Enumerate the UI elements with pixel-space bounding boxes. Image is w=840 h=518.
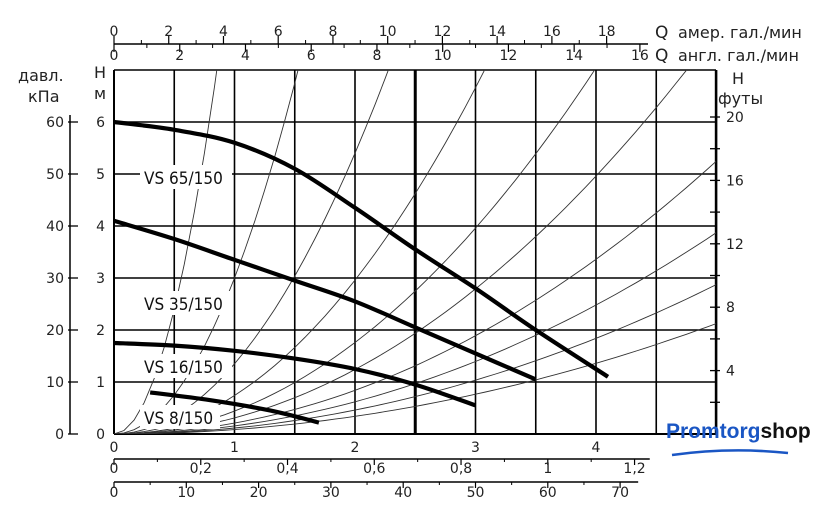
ls-tick-label: 0,6 [363,461,385,477]
label-bg-65 [140,165,232,189]
system-curve [114,70,218,434]
us-gpm-tick-label: 6 [274,24,283,40]
series-curve-2 [113,218,537,382]
system-curve [114,284,716,434]
lmin-tick-label: 40 [394,485,412,501]
m-tick-label: 6 [96,115,105,131]
left-m-label-2: м [94,84,106,103]
ft-tick-label: 20 [726,110,744,126]
ft-tick-label: 8 [726,300,735,316]
left-kpa-label-2: кПа [28,87,60,106]
top-us-prefix: Q [655,23,668,43]
lmin-tick-label: 50 [467,485,485,501]
kpa-tick-label: 20 [46,323,64,339]
ls-tick-label: 0,8 [450,461,472,477]
m-tick-label: 3 [96,271,105,287]
m3h-tick-label: 1 [230,440,239,456]
right-ft-label-1: Н [732,69,744,88]
uk-gpm-tick-label: 10 [434,48,452,64]
us-gpm-tick-label: 18 [598,24,616,40]
m-tick-label: 2 [96,323,105,339]
ls-tick-label: 0,4 [276,461,298,477]
uk-gpm-tick-label: 0 [110,48,119,64]
us-gpm-tick-label: 14 [488,24,506,40]
kpa-tick-label: 50 [46,167,64,183]
label-bg-16 [140,354,232,378]
m-tick-label: 4 [96,219,105,235]
ft-tick-label: 12 [726,237,744,253]
kpa-tick-label: 10 [46,375,64,391]
ls-tick-label: 0,2 [190,461,212,477]
ls-tick-label: 0 [110,461,119,477]
top-uk-prefix: Q [655,46,668,66]
uk-gpm-tick-label: 12 [500,48,518,64]
uk-gpm-tick-label: 16 [631,48,649,64]
uk-gpm-tick-label: 8 [372,48,381,64]
brand-logo[interactable]: Promtorgshop [666,420,811,444]
us-gpm-tick-label: 2 [164,24,173,40]
us-gpm-tick-label: 4 [219,24,228,40]
m3h-tick-label: 0 [110,440,119,456]
lmin-tick-label: 20 [250,485,268,501]
ls-tick-label: 1 [543,461,552,477]
left-kpa-label-1: давл. [18,66,64,85]
brand-name-main: Promtorg [666,420,761,443]
ls-tick-label: 1,2 [623,461,645,477]
top-uk-label: англ. гал./мин [678,46,799,65]
m3h-tick-label: 2 [351,440,360,456]
system-curve [114,323,716,434]
series-curve-4 [149,390,320,425]
ft-tick-label: 16 [726,173,744,189]
series-label-vs8: VS 8/150 [144,409,213,429]
lmin-tick-label: 30 [322,485,340,501]
series-label-vs35: VS 35/150 [144,295,223,315]
us-gpm-tick-label: 10 [379,24,397,40]
grid [113,69,718,435]
uk-gpm-tick-label: 2 [175,48,184,64]
pump-series [113,119,610,425]
m-tick-label: 0 [96,427,105,443]
brand-name-suffix: shop [760,420,811,443]
m-tick-label: 1 [96,375,105,391]
top-us-label: амер. гал./мин [678,23,802,42]
kpa-tick-label: 60 [46,115,64,131]
lmin-tick-label: 10 [177,485,195,501]
series-curve-1 [113,119,610,379]
series-curve-3 [113,340,477,408]
uk-gpm-tick-label: 6 [307,48,316,64]
uk-gpm-tick-label: 14 [565,48,583,64]
kpa-tick-label: 40 [46,219,64,235]
right-ft-label-2: футы [718,89,763,108]
kpa-tick-label: 30 [46,271,64,287]
series-label-vs65: VS 65/150 [144,169,223,189]
lmin-tick-label: 60 [539,485,557,501]
ft-tick-label: 4 [726,364,735,380]
us-gpm-tick-label: 12 [434,24,452,40]
m-tick-label: 5 [96,167,105,183]
series-label-vs16: VS 16/150 [144,358,223,378]
label-bg-8 [140,405,220,429]
brand-swoosh-icon [671,449,789,457]
label-bg-35 [140,291,232,315]
us-gpm-tick-label: 16 [543,24,561,40]
kpa-tick-label: 0 [55,427,64,443]
lmin-tick-label: 0 [110,485,119,501]
left-m-label-1: Н [94,63,106,82]
m3h-tick-label: 4 [592,440,601,456]
m3h-tick-label: 3 [471,440,480,456]
us-gpm-tick-label: 8 [328,24,337,40]
uk-gpm-tick-label: 4 [241,48,250,64]
lmin-tick-label: 70 [611,485,629,501]
us-gpm-tick-label: 0 [110,24,119,40]
